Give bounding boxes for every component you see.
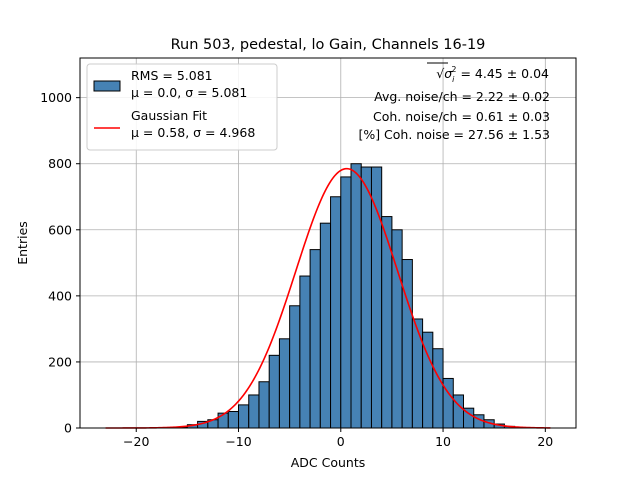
legend: RMS = 5.081 μ = 0.0, σ = 5.081 Gaussian … bbox=[86, 63, 278, 151]
annotation-coh-noise: Coh. noise/ch = 0.61 ± 0.03 bbox=[373, 109, 550, 124]
legend-entry-fit: Gaussian Fit bbox=[131, 108, 207, 123]
gaussian-fit-curve bbox=[105, 167, 551, 429]
y-tick-label: 0 bbox=[64, 421, 72, 436]
histogram-bar bbox=[227, 410, 240, 429]
y-tick-label: 200 bbox=[48, 354, 72, 369]
histogram-bar bbox=[289, 305, 301, 429]
histogram-bar bbox=[278, 338, 291, 429]
x-axis-label: ADC Counts bbox=[291, 455, 366, 470]
legend-entry-histogram-stats: μ = 0.0, σ = 5.081 bbox=[131, 85, 247, 100]
annotation-sqrt-sigma: √σi2 = 4.45 ± 0.04 bbox=[436, 65, 549, 84]
sqrt-base: σ bbox=[444, 66, 453, 81]
annotations: √σi2 = 4.45 ± 0.04 Avg. noise/ch = 2.22 … bbox=[358, 62, 550, 142]
x-tick-label: −20 bbox=[123, 434, 149, 449]
legend-entry-histogram: RMS = 5.081 bbox=[131, 68, 213, 83]
histogram-bar bbox=[309, 249, 321, 429]
x-tick-label: −10 bbox=[225, 434, 251, 449]
y-tick-label: 600 bbox=[48, 222, 72, 237]
histogram-bar bbox=[258, 381, 270, 429]
histogram-bar bbox=[442, 377, 454, 429]
sqrt-symbol: √ bbox=[436, 66, 444, 81]
histogram-bar bbox=[238, 404, 250, 429]
histogram-bar bbox=[411, 318, 424, 429]
plot-frame bbox=[79, 57, 577, 429]
histogram-bar bbox=[401, 259, 413, 429]
histogram-bar bbox=[370, 166, 383, 429]
y-axis-label: Entries bbox=[15, 221, 30, 265]
histogram-bar bbox=[299, 275, 311, 429]
x-tick-label: 20 bbox=[537, 434, 553, 449]
y-tick-label: 400 bbox=[48, 288, 72, 303]
legend-swatch-histogram bbox=[93, 80, 121, 92]
annotation-avg-noise: Avg. noise/ch = 2.22 ± 0.02 bbox=[374, 89, 550, 104]
histogram-bar bbox=[268, 354, 280, 429]
x-tick-label: 0 bbox=[337, 434, 345, 449]
histogram-bar bbox=[340, 176, 352, 429]
histogram-bar bbox=[432, 348, 444, 429]
annotation-coh-noise-percent: [%] Coh. noise = 27.56 ± 1.53 bbox=[358, 127, 550, 142]
sqrt-value: = 4.45 ± 0.04 bbox=[456, 66, 549, 81]
histogram-bar bbox=[330, 196, 342, 429]
legend-box bbox=[86, 63, 278, 151]
histogram-bar bbox=[319, 222, 332, 429]
chart-title: Run 503, pedestal, lo Gain, Channels 16-… bbox=[171, 37, 486, 53]
histogram-bar bbox=[350, 163, 362, 429]
x-tick-label: 10 bbox=[435, 434, 451, 449]
histogram-bar bbox=[248, 394, 260, 429]
sqrt-subscript: i bbox=[452, 75, 455, 84]
x-axis-ticks: −20 −10 0 10 20 bbox=[123, 428, 553, 449]
histogram-bar bbox=[360, 166, 372, 429]
y-tick-label: 800 bbox=[48, 156, 72, 171]
sqrt-superscript: 2 bbox=[451, 65, 456, 74]
y-tick-label: 1000 bbox=[40, 90, 72, 105]
y-axis-ticks: 0 200 400 600 800 1000 bbox=[40, 90, 80, 436]
legend-entry-fit-stats: μ = 0.58, σ = 4.968 bbox=[131, 125, 255, 140]
